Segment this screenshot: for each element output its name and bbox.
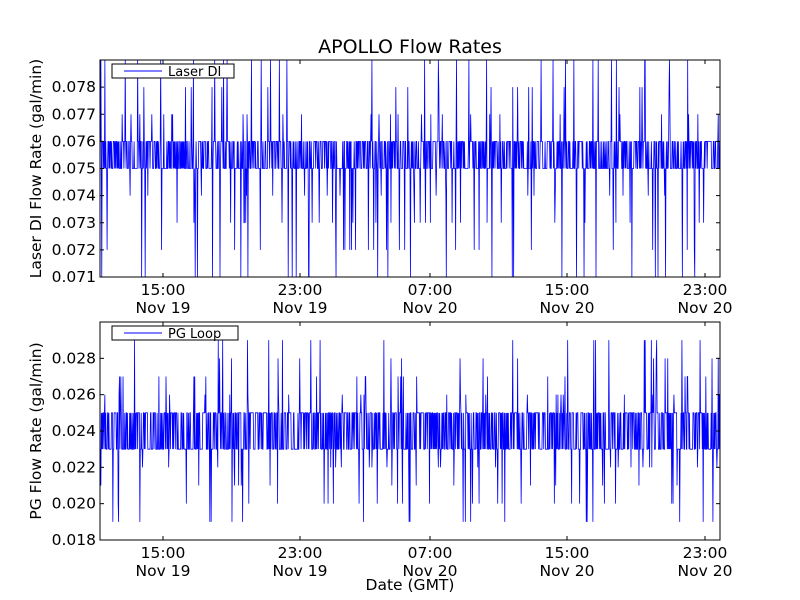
y-tick-label: 0.024 [52, 422, 96, 440]
y-axis-label: PG Flow Rate (gal/min) [27, 342, 45, 519]
legend-label: Laser DI [168, 65, 221, 80]
y-tick-label: 0.020 [52, 495, 96, 513]
y-tick-label: 0.072 [52, 241, 96, 259]
x-tick-label-date: Nov 20 [403, 299, 458, 317]
x-tick-label-time: 23:00 [278, 281, 323, 299]
series-line [100, 60, 720, 277]
y-tick-label: 0.028 [52, 349, 96, 367]
y-tick-label: 0.022 [52, 458, 96, 476]
x-tick-label-time: 07:00 [408, 281, 453, 299]
y-tick-label: 0.073 [52, 214, 96, 232]
legend-label: PG Loop [168, 327, 221, 342]
x-tick-label-time: 07:00 [408, 544, 453, 562]
chart-laser-di: 0.071 0.072 0.073 0.074 0.075 0.076 0.077 0.078… [27, 36, 732, 317]
y-tick-label: 0.076 [52, 132, 96, 150]
x-tick-label-time: 23:00 [683, 544, 728, 562]
x-tick-label-time: 15:00 [141, 544, 186, 562]
y-tick-label: 0.075 [52, 160, 96, 178]
x-tick-label-date: Nov 20 [403, 562, 458, 580]
y-tick-label: 0.018 [52, 531, 96, 549]
x-tick-label-time: 23:00 [278, 544, 323, 562]
series-line [100, 340, 720, 522]
y-tick-label: 0.074 [52, 187, 96, 205]
x-axis-label: Date (GMT) [366, 576, 455, 594]
x-tick-label-date: Nov 20 [678, 562, 733, 580]
x-tick-label-time: 15:00 [141, 281, 186, 299]
x-tick-label-date: Nov 19 [136, 562, 191, 580]
y-tick-label: 0.026 [52, 386, 96, 404]
x-tick-label-date: Nov 19 [136, 299, 191, 317]
x-tick-label-date: Nov 20 [540, 299, 595, 317]
legend-box [111, 63, 235, 79]
x-tick-label-time: 23:00 [683, 281, 728, 299]
y-tick-label: 0.078 [52, 78, 96, 96]
x-tick-label-date: Nov 19 [273, 299, 328, 317]
x-tick-label-date: Nov 20 [678, 299, 733, 317]
x-tick-label-date: Nov 20 [540, 562, 595, 580]
legend-box [111, 325, 239, 341]
chart-title: APOLLO Flow Rates [318, 36, 502, 58]
x-tick-label-time: 15:00 [545, 544, 590, 562]
y-axis-label: Laser DI Flow Rate (gal/min) [27, 59, 45, 278]
y-tick-label: 0.077 [52, 105, 96, 123]
y-tick-label: 0.071 [52, 268, 96, 286]
x-tick-label-date: Nov 19 [273, 562, 328, 580]
x-tick-label-time: 15:00 [545, 281, 590, 299]
